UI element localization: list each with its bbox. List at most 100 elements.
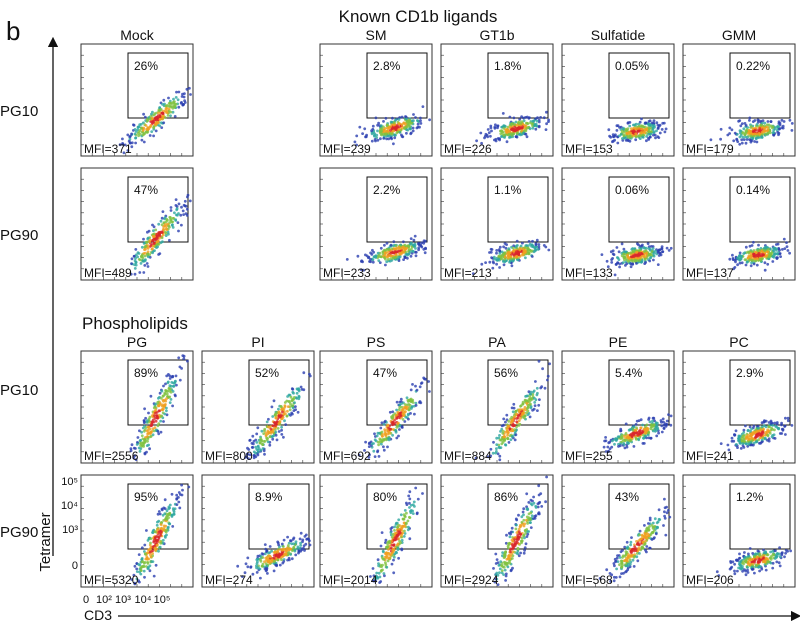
event-dot bbox=[294, 408, 297, 411]
event-dot bbox=[629, 131, 632, 135]
event-dot bbox=[148, 117, 152, 121]
event-dot bbox=[669, 423, 673, 427]
event-dot bbox=[728, 257, 732, 261]
event-dot bbox=[401, 245, 404, 249]
event-dot bbox=[246, 556, 250, 560]
event-dot bbox=[622, 250, 626, 254]
event-dot bbox=[145, 262, 149, 265]
event-dot bbox=[266, 437, 269, 440]
event-dot bbox=[421, 105, 425, 108]
event-dot bbox=[510, 415, 514, 419]
event-dot bbox=[642, 442, 646, 445]
event-dot bbox=[168, 215, 172, 219]
event-dot bbox=[149, 545, 153, 549]
event-dot bbox=[157, 510, 161, 513]
event-dot bbox=[407, 525, 410, 529]
event-dot bbox=[616, 141, 620, 145]
event-dot bbox=[492, 261, 495, 265]
event-dot bbox=[507, 247, 511, 251]
mfi-value: MFI=213 bbox=[444, 266, 492, 280]
event-dot bbox=[526, 404, 530, 407]
event-dot bbox=[353, 140, 357, 144]
event-dot bbox=[360, 268, 363, 272]
event-dot bbox=[740, 255, 743, 259]
event-dot bbox=[656, 421, 659, 425]
event-dot bbox=[405, 246, 409, 250]
event-dot bbox=[767, 255, 771, 259]
event-dot bbox=[256, 448, 260, 452]
event-dot bbox=[407, 408, 411, 412]
event-dot bbox=[291, 404, 295, 408]
event-dot bbox=[280, 433, 284, 436]
event-dot bbox=[164, 517, 168, 521]
event-dot bbox=[390, 526, 394, 529]
event-dot bbox=[388, 428, 392, 431]
event-dot bbox=[503, 260, 507, 264]
gate-box bbox=[608, 52, 670, 119]
event-dot bbox=[534, 127, 538, 131]
event-dot bbox=[709, 138, 713, 142]
event-dot bbox=[164, 220, 168, 224]
event-dot bbox=[510, 122, 513, 126]
event-dot bbox=[145, 555, 149, 559]
event-dot bbox=[607, 128, 611, 132]
event-dot bbox=[528, 127, 532, 131]
event-dot bbox=[547, 248, 551, 252]
event-dot bbox=[652, 124, 656, 128]
event-dot bbox=[640, 252, 644, 256]
event-dot bbox=[735, 132, 739, 136]
event-dot bbox=[772, 250, 776, 253]
event-dot bbox=[760, 135, 764, 138]
event-dot bbox=[408, 515, 411, 519]
event-dot bbox=[406, 244, 410, 248]
event-dot bbox=[164, 389, 168, 392]
event-dot bbox=[289, 413, 292, 417]
event-dot bbox=[394, 133, 397, 137]
event-dot bbox=[494, 552, 498, 556]
event-dot bbox=[293, 401, 296, 405]
event-dot bbox=[648, 259, 652, 263]
event-dot bbox=[172, 384, 176, 388]
event-dot bbox=[262, 432, 266, 435]
event-dot bbox=[771, 424, 775, 427]
event-dot bbox=[612, 253, 616, 256]
event-dot bbox=[140, 434, 144, 438]
event-dot bbox=[143, 115, 147, 119]
event-dot bbox=[613, 138, 616, 142]
event-dot bbox=[149, 537, 153, 541]
event-dot bbox=[402, 535, 406, 538]
event-dot bbox=[640, 131, 644, 134]
event-dot bbox=[736, 263, 739, 267]
event-dot bbox=[417, 242, 421, 245]
event-dot bbox=[369, 257, 372, 261]
event-dot bbox=[271, 435, 275, 438]
event-dot bbox=[398, 423, 402, 427]
event-dot bbox=[662, 423, 666, 427]
event-dot bbox=[610, 258, 613, 261]
event-dot bbox=[281, 561, 285, 565]
mfi-value: MFI=255 bbox=[565, 449, 613, 463]
event-dot bbox=[533, 123, 537, 126]
event-dot bbox=[251, 434, 255, 438]
event-dot bbox=[383, 256, 386, 259]
event-dot bbox=[719, 442, 723, 445]
gate-percentage: 0.22% bbox=[736, 59, 770, 73]
event-dot bbox=[508, 115, 512, 119]
event-dot bbox=[387, 556, 391, 560]
event-dot bbox=[402, 258, 405, 261]
event-dot bbox=[398, 531, 402, 535]
event-dot bbox=[408, 506, 411, 509]
event-dot bbox=[428, 118, 431, 122]
event-dot bbox=[502, 126, 506, 130]
event-dot bbox=[629, 251, 633, 255]
event-dot bbox=[532, 396, 536, 400]
event-dot bbox=[415, 511, 419, 515]
event-dot bbox=[771, 260, 775, 263]
event-dot bbox=[286, 535, 289, 539]
event-dot bbox=[169, 398, 173, 401]
event-dot bbox=[141, 129, 145, 132]
event-dot bbox=[647, 431, 651, 435]
event-dot bbox=[740, 138, 744, 142]
event-dot bbox=[140, 557, 144, 560]
event-dot bbox=[524, 132, 528, 136]
